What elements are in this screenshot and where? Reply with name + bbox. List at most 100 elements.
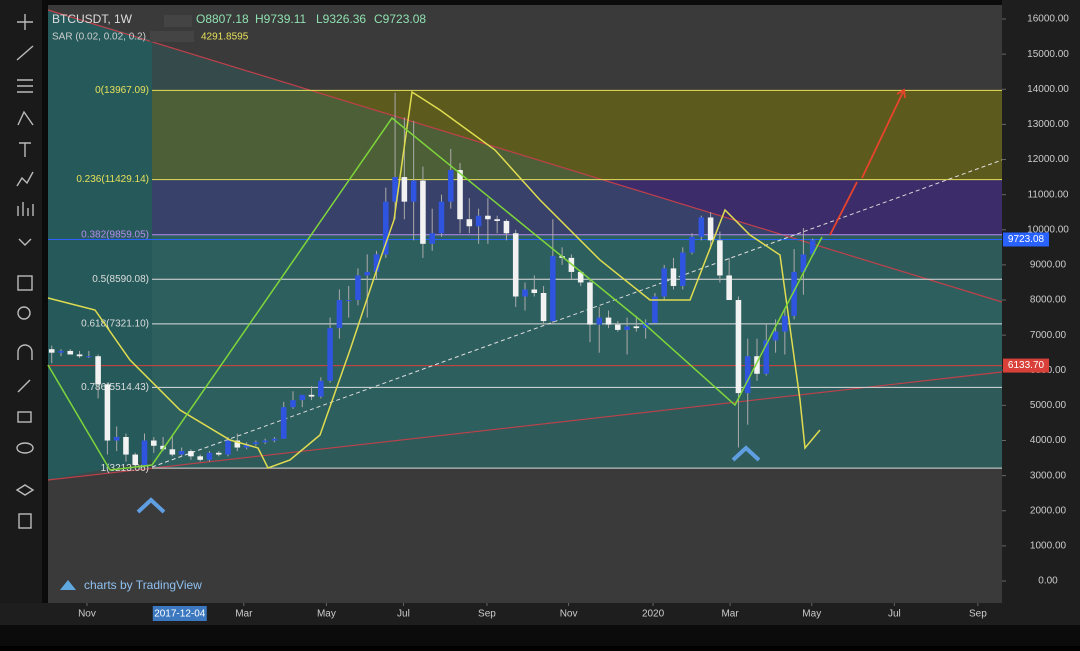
fib-zone: [152, 179, 1002, 235]
trend-line: [47, 9, 1003, 303]
fib-label: 0.236(11429.14): [76, 174, 149, 185]
price-tag: [1003, 232, 1049, 247]
candle-body: [596, 317, 603, 325]
icon-fib[interactable]: [17, 79, 33, 93]
candle-body: [206, 452, 213, 460]
candle-body: [345, 300, 352, 302]
fib-label: 0.382(9859.05): [81, 229, 149, 240]
candle-body: [169, 449, 176, 455]
candle-body: [754, 356, 760, 374]
candle-body: [364, 271, 371, 276]
icon-template[interactable]: [17, 275, 33, 291]
candle-body: [67, 350, 74, 355]
logo: [60, 580, 76, 590]
candle-body: [707, 217, 714, 241]
y-tick-label: 1000.00: [1030, 541, 1067, 552]
fib-label: 0.786(5514.43): [81, 382, 149, 393]
candles: [48, 92, 816, 469]
x-tick-label: Jul: [888, 609, 901, 620]
candle-body: [318, 380, 324, 397]
fib-zone: [152, 234, 1002, 280]
y-tick-label: 12000.00: [1027, 154, 1069, 165]
indicator-curve: [47, 90, 821, 469]
candle-body: [383, 201, 389, 255]
icon-zoom[interactable]: [17, 306, 31, 320]
fib-zone: [152, 323, 1002, 388]
indicator-buttons[interactable]: [150, 31, 194, 42]
x-tick-label: 2017-12-04: [154, 609, 206, 620]
candle-body: [308, 394, 315, 397]
zigzag: [47, 116, 823, 471]
x-tick-label: 2020: [642, 609, 665, 620]
header-buttons[interactable]: [164, 15, 192, 27]
y-tick-label: 4000.00: [1030, 435, 1067, 446]
toolbar-icons[interactable]: [15, 14, 35, 529]
candle-body: [494, 219, 500, 221]
candle-body: [782, 315, 788, 332]
candle-body: [624, 326, 630, 330]
candle-body: [373, 254, 380, 272]
watermark: charts by TradingView: [84, 578, 202, 592]
candle-body: [531, 289, 538, 293]
symbol: BTCUSDT, 1W: [52, 12, 133, 26]
icon-trash[interactable]: [18, 513, 32, 529]
candle-body: [466, 219, 473, 227]
cursor-date-box: [152, 606, 207, 621]
candle-body: [605, 317, 612, 325]
icon-lock[interactable]: [17, 411, 32, 423]
candle-body: [577, 271, 584, 283]
candle-body: [661, 268, 667, 297]
candle-body: [160, 445, 166, 450]
icon-lock-draw[interactable]: [17, 379, 31, 393]
fib-zone: [152, 468, 1002, 603]
candle-body: [243, 444, 250, 448]
ohlc-low: L9326.36: [316, 12, 366, 26]
price-axis: [1002, 0, 1080, 625]
candle-body: [503, 220, 510, 234]
y-tick-label: 16000.00: [1027, 14, 1069, 25]
icon-measure[interactable]: [17, 202, 34, 216]
icon-more[interactable]: [18, 238, 32, 246]
icon-forecast[interactable]: [16, 171, 34, 187]
channel-left: [48, 10, 152, 480]
fib-label: 0(13967.09): [95, 85, 149, 96]
icon-cross[interactable]: [17, 14, 33, 30]
candle-body: [772, 331, 779, 341]
ohlc-close: C9723.08: [374, 12, 426, 26]
candle-body: [429, 233, 435, 244]
candle-body: [475, 215, 482, 227]
candle-body: [327, 328, 333, 381]
candle-body: [197, 456, 203, 460]
ohlc-high: H9739.11: [255, 12, 306, 26]
candle-body: [410, 180, 417, 202]
y-tick-label: 11000.00: [1028, 189, 1069, 200]
y-tick-label: 9000.00: [1030, 260, 1067, 271]
icon-magnet[interactable]: [17, 344, 33, 360]
icon-eye[interactable]: [16, 442, 34, 454]
marker: [136, 497, 166, 514]
y-tick-label: 14000.00: [1027, 84, 1069, 95]
icon-layers[interactable]: [15, 484, 35, 496]
fib-label: 0.5(8590.08): [92, 274, 149, 285]
candle-body: [763, 340, 770, 374]
candle-body: [800, 254, 807, 272]
x-tick-label: Sep: [969, 609, 987, 620]
candle-body: [234, 440, 241, 448]
icon-text[interactable]: [19, 142, 31, 157]
candle-body: [522, 289, 528, 297]
x-tick-label: Nov: [78, 609, 96, 620]
candle-body: [178, 451, 185, 455]
icon-pattern[interactable]: [17, 110, 34, 126]
icon-line[interactable]: [16, 45, 34, 61]
candle-body: [355, 275, 361, 301]
candle-body: [717, 240, 723, 276]
candle-body: [141, 440, 148, 466]
x-tick-label: May: [802, 609, 821, 620]
y-tick-label: 5000.00: [1030, 400, 1067, 411]
price-tag-label: 6133.70: [1008, 360, 1045, 371]
y-tick-label: 2000.00: [1030, 505, 1067, 516]
candle-body: [735, 300, 742, 394]
axes: 16000.00 15000.00 14000.00 13000.00 12000.00…: [78, 14, 1069, 621]
candle-body: [420, 180, 426, 244]
